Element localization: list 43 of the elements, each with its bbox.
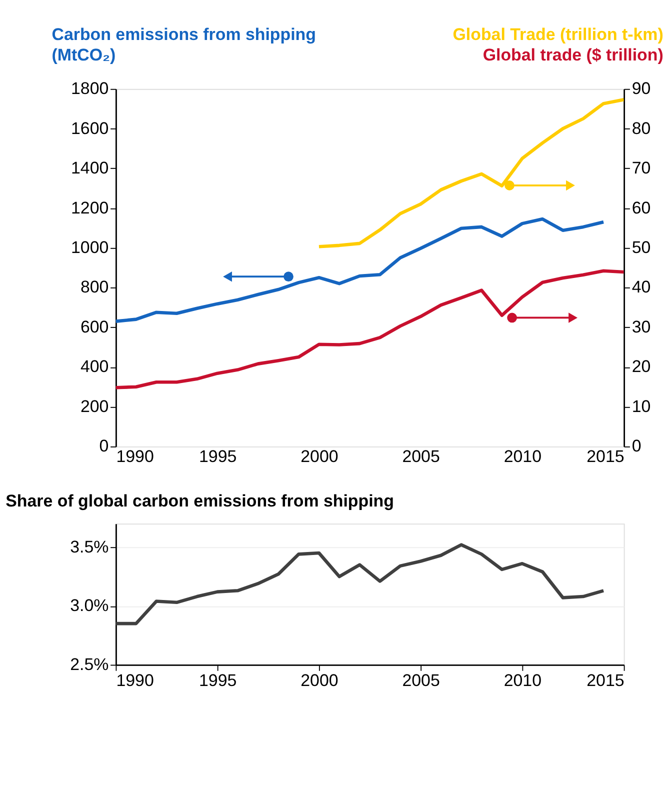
line-series [116, 543, 606, 626]
x-tick-label: 2005 [402, 670, 440, 690]
chart-title: Share of global carbon emissions from shipping [6, 492, 394, 511]
y2-tick-label: 80 [632, 118, 651, 138]
y-tick-label: 1200 [71, 198, 109, 218]
y2-tick-label: 50 [632, 238, 651, 257]
x-tick-label: 2010 [504, 446, 542, 466]
text: Global trade ($ trillion) [482, 46, 664, 65]
y-tick-label: 1600 [71, 118, 109, 138]
x-tick-label: 2015 [586, 446, 624, 466]
line-series [116, 217, 606, 323]
x-tick-label: 2015 [586, 670, 624, 690]
y-tick-label: 1000 [71, 238, 109, 257]
y-tick-label: 600 [80, 317, 109, 336]
y-tick-label: 1800 [71, 79, 109, 98]
x-tick-label: 2000 [300, 670, 338, 690]
y2-tick-label: 70 [632, 158, 651, 178]
x-tick-label: 1990 [116, 446, 154, 466]
y2-tick-label: 40 [632, 278, 651, 297]
y-tick-label: 3.0% [70, 596, 109, 616]
y-tick-label: 400 [80, 357, 109, 376]
x-tick-label: 2005 [402, 446, 440, 466]
y-tick-label: 800 [80, 278, 109, 297]
y-tick-label: 2.5% [70, 654, 109, 674]
y2-tick-label: 0 [632, 436, 642, 456]
line-series [317, 98, 624, 248]
y-tick-label: 3.5% [70, 537, 109, 556]
y2-tick-label: 90 [632, 79, 651, 98]
y-tick-label: 1400 [71, 158, 109, 178]
x-tick-label: 1995 [198, 446, 237, 466]
text: Carbon emissions from shipping (MtCO₂) [52, 24, 316, 65]
y2-tick-label: 30 [632, 317, 651, 336]
line-series [116, 269, 624, 390]
x-tick-label: 2010 [504, 670, 542, 690]
x-tick-label: 1990 [116, 670, 154, 690]
y-tick-label: 200 [80, 396, 109, 416]
y2-tick-label: 60 [632, 198, 651, 218]
x-tick-label: 2000 [300, 446, 338, 466]
y-tick-label: 0 [99, 436, 109, 456]
y2-tick-label: 20 [632, 357, 651, 376]
y2-tick-label: 10 [632, 396, 651, 416]
x-tick-label: 1995 [198, 670, 237, 690]
text: Global Trade (trillion t-km) [452, 24, 664, 44]
